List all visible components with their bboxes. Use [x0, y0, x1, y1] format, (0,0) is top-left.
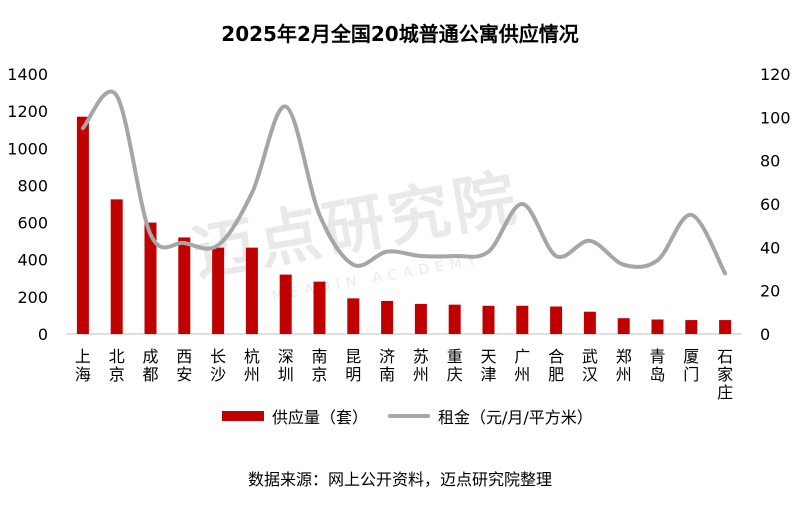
bar	[583, 311, 596, 334]
x-tick-label: 南京	[311, 347, 327, 384]
bar	[144, 222, 157, 334]
y-right-tick-label: 100	[760, 108, 791, 127]
bar	[516, 305, 529, 334]
bar	[76, 116, 89, 334]
x-tick-label: 青岛	[649, 347, 665, 384]
x-tick-label: 武汉	[582, 347, 598, 384]
legend-label-rent: 租金（元/月/平方米）	[438, 408, 593, 427]
x-tick-label: 成都	[142, 347, 158, 384]
x-tick-label: 广州	[514, 347, 530, 384]
x-tick-label: 济南	[379, 347, 395, 384]
legend-item-supply: 供应量（套）	[222, 404, 368, 428]
y-left-tick-label: 1200	[7, 102, 48, 121]
bar	[617, 318, 630, 334]
y-left-tick-label: 600	[17, 214, 48, 233]
bar	[212, 247, 225, 334]
bar	[482, 305, 495, 334]
legend-label-supply: 供应量（套）	[272, 408, 369, 427]
y-left-tick-label: 0	[38, 325, 48, 344]
bar	[110, 199, 123, 334]
y-right-tick-label: 120	[760, 65, 791, 84]
x-tick-label: 郑州	[616, 347, 632, 384]
x-tick-label: 昆明	[345, 347, 361, 384]
x-tick-label: 厦门	[683, 347, 699, 384]
x-tick-label: 天津	[480, 347, 496, 384]
y-left-tick-label: 800	[17, 176, 48, 195]
y-right-tick-label: 0	[760, 325, 770, 344]
legend-swatch-line	[388, 414, 430, 418]
legend: 供应量（套） 租金（元/月/平方米）	[0, 404, 800, 428]
x-tick-label: 苏州	[413, 347, 429, 384]
chart-plot: 0 200 400 600 800 1000 1200 1400 0 20 40 60 80 100 120…	[7, 65, 791, 400]
x-tick-label: 杭州	[244, 347, 260, 384]
bar	[313, 281, 326, 334]
bar	[347, 298, 360, 334]
y-right-tick-label: 40	[760, 238, 780, 257]
x-tick-label: 深圳	[278, 347, 294, 384]
source-note: 数据来源：网上公开资料，迈点研究院整理	[247, 470, 552, 489]
bar	[719, 320, 732, 334]
bar	[414, 303, 427, 334]
rent-line	[80, 89, 728, 276]
y-left-tick-label: 400	[17, 251, 48, 270]
x-tick-label: 长沙	[210, 347, 226, 384]
x-tick-label: 北京	[109, 347, 125, 384]
x-tick-label: 西安	[176, 347, 192, 384]
bar	[550, 306, 563, 334]
x-tick-label: 石家庄	[717, 347, 733, 400]
x-tick-label: 合肥	[548, 347, 564, 384]
y-left-tick-label: 1000	[7, 139, 48, 158]
y-right-tick-label: 20	[760, 282, 780, 301]
legend-swatch-bar	[222, 411, 264, 421]
x-tick-label: 上海	[75, 347, 91, 384]
y-left-tick-label: 1400	[7, 65, 48, 84]
bar	[381, 300, 394, 334]
y-left-tick-label: 200	[17, 288, 48, 307]
bar	[651, 319, 664, 334]
bar	[279, 274, 292, 334]
y-right-tick-label: 80	[760, 152, 780, 171]
chart-title: 2025年2月全国20城普通公寓供应情况	[221, 22, 579, 46]
bar	[178, 237, 191, 334]
y-right-tick-label: 60	[760, 195, 780, 214]
legend-item-rent: 租金（元/月/平方米）	[388, 404, 593, 428]
bar	[245, 247, 258, 334]
x-tick-label: 重庆	[447, 347, 463, 384]
bar	[685, 320, 698, 334]
bar	[448, 304, 461, 334]
